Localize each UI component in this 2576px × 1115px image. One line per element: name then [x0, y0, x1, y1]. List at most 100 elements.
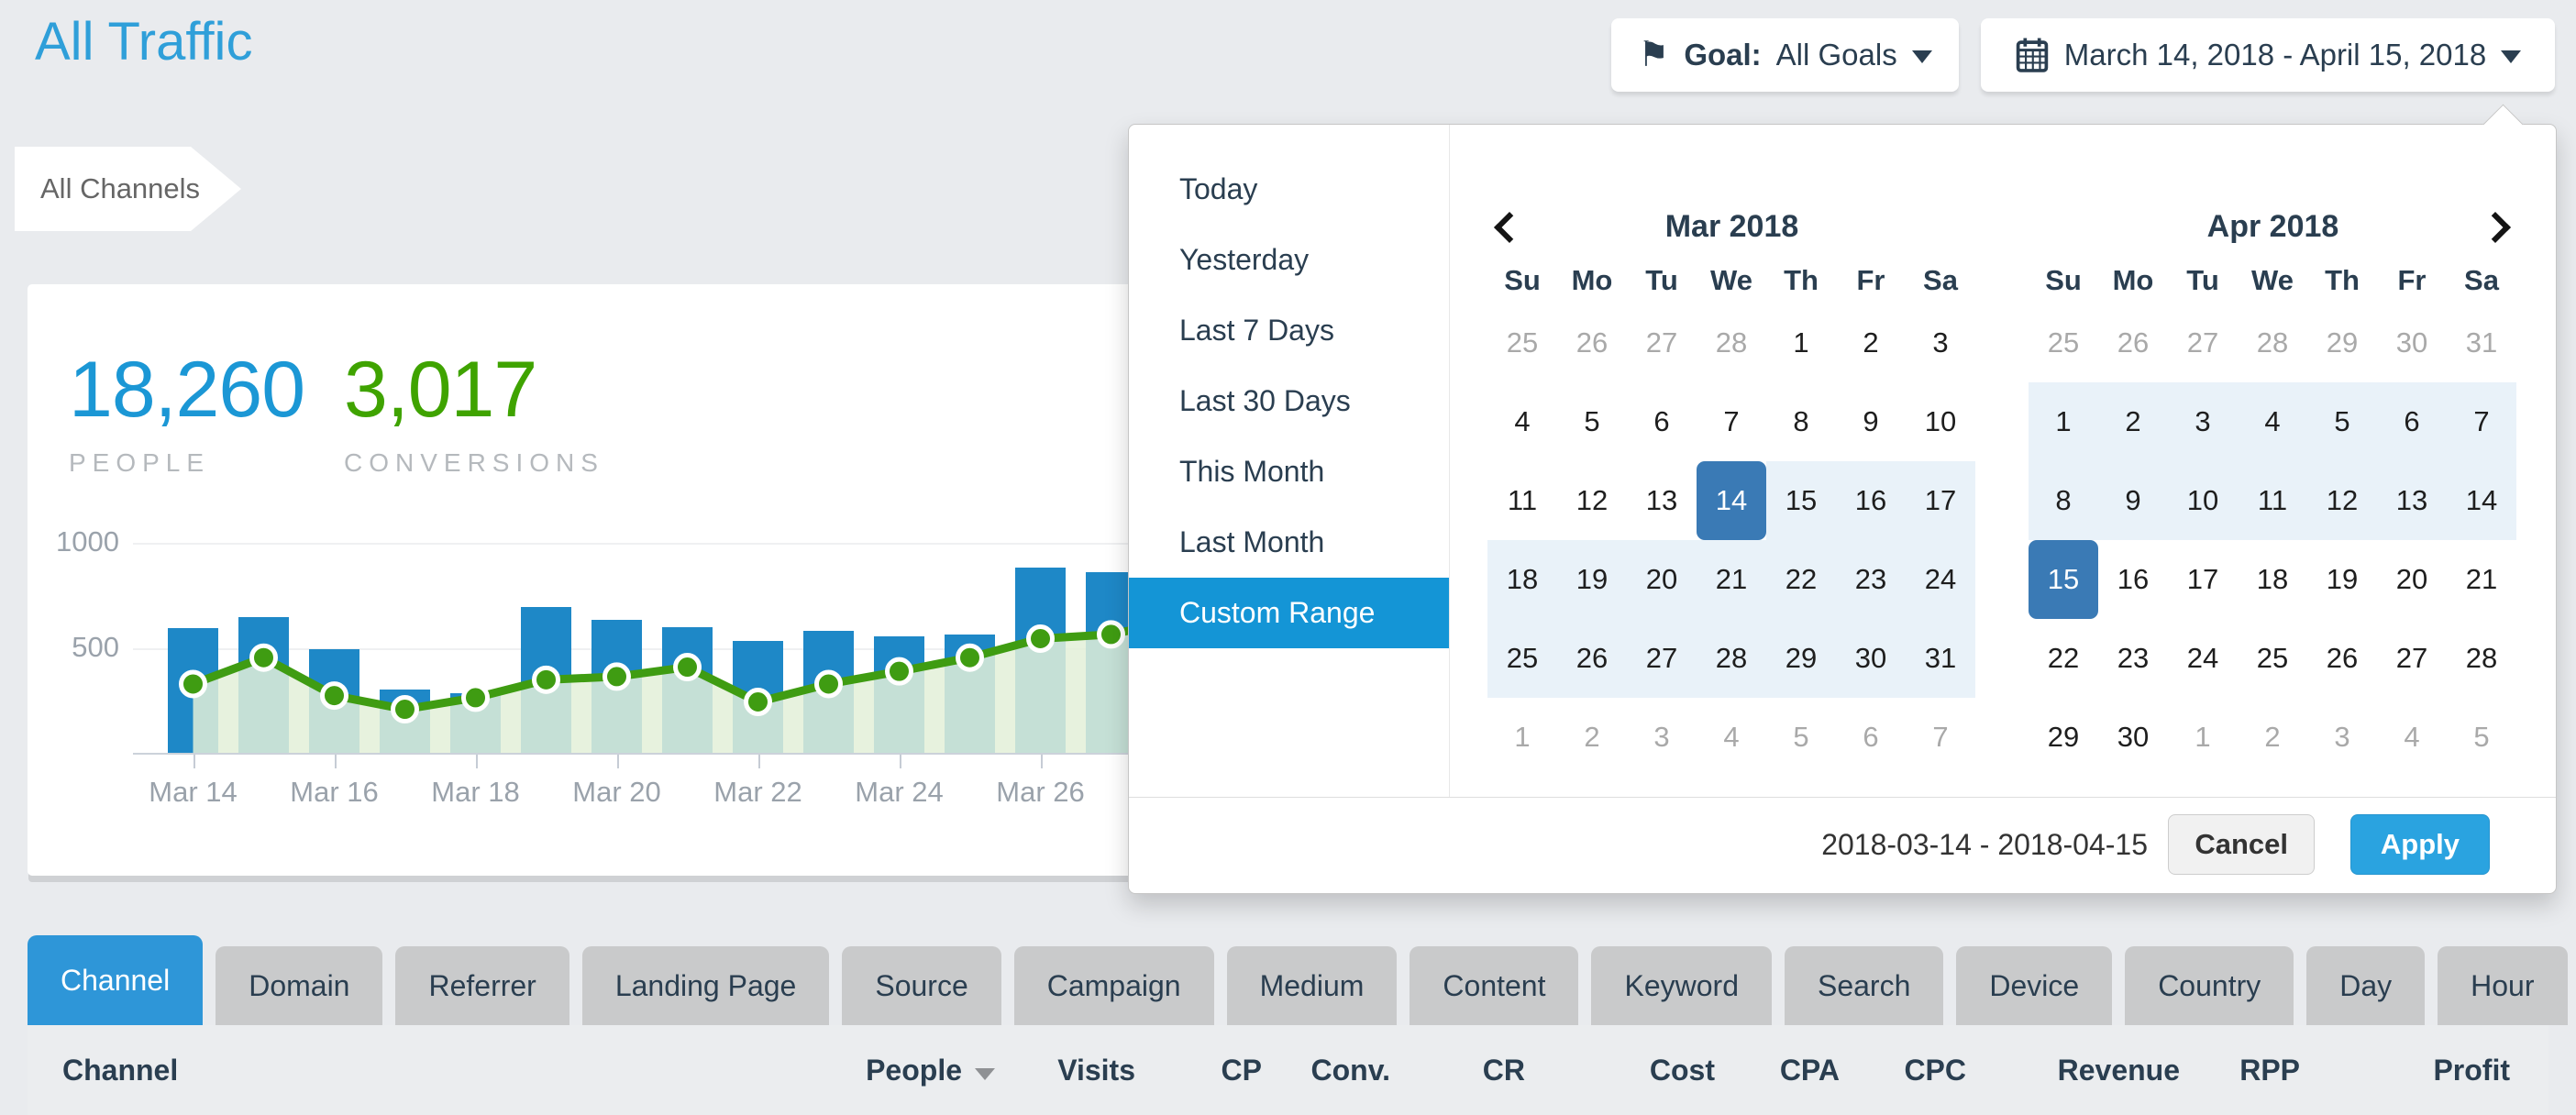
day-cell-5[interactable]: 5 — [2473, 721, 2490, 753]
tab-day[interactable]: Day — [2306, 946, 2426, 1025]
quick-range-custom-range[interactable]: Custom Range — [1129, 578, 1449, 648]
day-cell-20[interactable]: 20 — [2395, 563, 2428, 595]
quick-range-last-month[interactable]: Last Month — [1179, 525, 1325, 558]
quick-range-this-month[interactable]: This Month — [1179, 455, 1325, 488]
day-cell-14[interactable]: 14 — [2447, 461, 2516, 540]
tab-content[interactable]: Content — [1410, 946, 1579, 1025]
column-header-visits[interactable]: Visits — [1057, 1054, 1135, 1087]
day-cell-27[interactable]: 27 — [1627, 619, 1697, 698]
column-header-profit[interactable]: Profit — [2433, 1054, 2510, 1087]
day-cell-9[interactable]: 9 — [1863, 405, 1879, 437]
column-header-cr[interactable]: CR — [1482, 1054, 1525, 1087]
day-cell-30[interactable]: 30 — [1836, 619, 1906, 698]
day-cell-30[interactable]: 30 — [2117, 721, 2150, 753]
day-cell-13[interactable]: 13 — [2377, 461, 2447, 540]
column-header-channel[interactable]: Channel — [62, 1054, 179, 1087]
day-cell-5[interactable]: 5 — [1584, 405, 1600, 437]
tab-medium[interactable]: Medium — [1226, 946, 1398, 1025]
day-cell-22[interactable]: 22 — [2047, 642, 2080, 674]
day-cell-27[interactable]: 27 — [2395, 642, 2428, 674]
day-cell-25[interactable]: 25 — [2047, 326, 2080, 359]
day-cell-1[interactable]: 1 — [1793, 326, 1809, 359]
day-cell-6[interactable]: 6 — [1653, 405, 1670, 437]
day-cell-25[interactable]: 25 — [1506, 326, 1539, 359]
day-cell-23[interactable]: 23 — [1836, 540, 1906, 619]
day-cell-27[interactable]: 27 — [1645, 326, 1678, 359]
day-cell-10[interactable]: 10 — [2168, 461, 2238, 540]
day-cell-25[interactable]: 25 — [1487, 619, 1557, 698]
day-cell-8[interactable]: 8 — [2029, 461, 2098, 540]
day-cell-17[interactable]: 17 — [1906, 461, 1975, 540]
day-cell-25[interactable]: 25 — [2256, 642, 2289, 674]
day-cell-1[interactable]: 1 — [2195, 721, 2211, 753]
day-cell-23[interactable]: 23 — [2117, 642, 2150, 674]
day-cell-3[interactable]: 3 — [1653, 721, 1670, 753]
quick-range-today[interactable]: Today — [1179, 172, 1258, 205]
tab-campaign[interactable]: Campaign — [1013, 946, 1214, 1025]
day-cell-3[interactable]: 3 — [2168, 382, 2238, 461]
day-cell-3[interactable]: 3 — [1932, 326, 1949, 359]
column-header-cpc[interactable]: CPC — [1904, 1054, 1966, 1087]
day-cell-18[interactable]: 18 — [1487, 540, 1557, 619]
tab-landing-page[interactable]: Landing Page — [581, 946, 830, 1025]
day-cell-5[interactable]: 5 — [2307, 382, 2377, 461]
day-cell-4[interactable]: 4 — [2238, 382, 2307, 461]
day-cell-7[interactable]: 7 — [1932, 721, 1949, 753]
day-cell-1[interactable]: 1 — [1514, 721, 1531, 753]
tab-keyword[interactable]: Keyword — [1591, 946, 1772, 1025]
quick-range-last-7-days[interactable]: Last 7 Days — [1179, 314, 1334, 347]
day-cell-6[interactable]: 6 — [1863, 721, 1879, 753]
breadcrumb[interactable]: All Channels — [15, 147, 241, 231]
day-cell-7[interactable]: 7 — [2447, 382, 2516, 461]
day-cell-22[interactable]: 22 — [1766, 540, 1836, 619]
day-cell-2[interactable]: 2 — [1863, 326, 1879, 359]
day-cell-21[interactable]: 21 — [1697, 540, 1766, 619]
day-cell-6[interactable]: 6 — [2377, 382, 2447, 461]
day-cell-9[interactable]: 9 — [2098, 461, 2168, 540]
column-header-conv-[interactable]: Conv. — [1310, 1054, 1390, 1087]
day-cell-7[interactable]: 7 — [1723, 405, 1740, 437]
tab-hour[interactable]: Hour — [2438, 946, 2568, 1025]
column-header-rpp[interactable]: RPP — [2239, 1054, 2300, 1087]
tab-country[interactable]: Country — [2125, 946, 2294, 1025]
day-cell-11[interactable]: 11 — [1507, 484, 1538, 516]
day-cell-2[interactable]: 2 — [2264, 721, 2281, 753]
day-cell-18[interactable]: 18 — [2256, 563, 2289, 595]
day-cell-29[interactable]: 29 — [2047, 721, 2080, 753]
column-header-cpa[interactable]: CPA — [1779, 1054, 1840, 1087]
day-cell-17[interactable]: 17 — [2186, 563, 2219, 595]
day-cell-28[interactable]: 28 — [1715, 326, 1748, 359]
day-cell-13[interactable]: 13 — [1645, 484, 1678, 516]
day-cell-1[interactable]: 1 — [2029, 382, 2098, 461]
day-cell-20[interactable]: 20 — [1627, 540, 1697, 619]
tab-referrer[interactable]: Referrer — [395, 946, 569, 1025]
day-cell-30[interactable]: 30 — [2395, 326, 2428, 359]
day-cell-31[interactable]: 31 — [2465, 326, 2498, 359]
tab-search[interactable]: Search — [1784, 946, 1944, 1025]
day-cell-12[interactable]: 12 — [1575, 484, 1609, 516]
day-cell-16[interactable]: 16 — [1836, 461, 1906, 540]
column-header-cost[interactable]: Cost — [1649, 1054, 1715, 1087]
day-cell-16[interactable]: 16 — [2117, 563, 2150, 595]
tab-device[interactable]: Device — [1956, 946, 2113, 1025]
column-header-cp[interactable]: CP — [1221, 1054, 1262, 1087]
column-header-people[interactable]: People — [866, 1025, 995, 1115]
day-cell-19[interactable]: 19 — [1557, 540, 1627, 619]
day-cell-19[interactable]: 19 — [2326, 563, 2359, 595]
day-cell-8[interactable]: 8 — [1793, 405, 1809, 437]
day-cell-14-selected[interactable]: 14 — [1697, 461, 1766, 540]
day-cell-4[interactable]: 4 — [1723, 721, 1740, 753]
day-cell-29[interactable]: 29 — [2326, 326, 2359, 359]
tab-source[interactable]: Source — [842, 946, 1001, 1025]
day-cell-15[interactable]: 15 — [1766, 461, 1836, 540]
day-cell-26[interactable]: 26 — [1575, 326, 1609, 359]
tab-domain[interactable]: Domain — [216, 946, 383, 1025]
day-cell-4[interactable]: 4 — [2404, 721, 2420, 753]
day-cell-29[interactable]: 29 — [1766, 619, 1836, 698]
tab-channel[interactable]: Channel — [28, 935, 204, 1025]
day-cell-28[interactable]: 28 — [2465, 642, 2498, 674]
day-cell-26[interactable]: 26 — [1557, 619, 1627, 698]
day-cell-10[interactable]: 10 — [1924, 405, 1957, 437]
day-cell-5[interactable]: 5 — [1793, 721, 1809, 753]
day-cell-21[interactable]: 21 — [2465, 563, 2498, 595]
